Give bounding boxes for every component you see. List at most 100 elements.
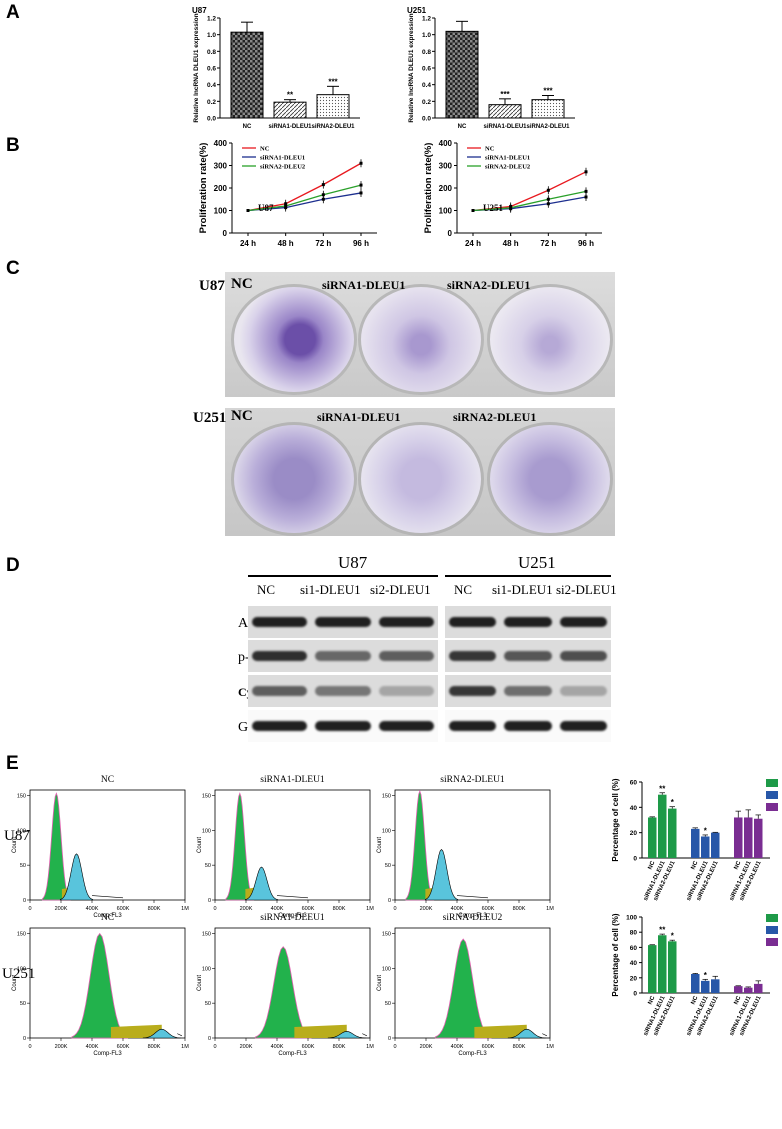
- blot-band: [559, 617, 607, 627]
- g2m-peak: [507, 1028, 546, 1039]
- x-tick-label: 96 h: [353, 239, 369, 248]
- blot-band: [504, 617, 552, 627]
- significance-mark: *: [704, 826, 708, 835]
- y-tick-label: 40: [630, 805, 638, 812]
- data-point: [246, 209, 250, 212]
- x-axis-label: Comp-FL3: [93, 913, 122, 919]
- x-tick-label: 48 h: [278, 239, 294, 248]
- y-axis-label: Count: [377, 975, 383, 991]
- legend-label: NC: [485, 146, 495, 153]
- x-axis-label: Comp-FL3: [278, 1051, 307, 1057]
- colony-well-u251-si2: [487, 422, 613, 536]
- bar: [658, 794, 667, 858]
- y-tick-label: 100: [382, 966, 391, 972]
- blot-group-line-u87: [248, 575, 438, 577]
- blot-band: [504, 721, 552, 731]
- x-tick-label: siRNA1-DLEU1: [483, 124, 527, 130]
- blot-band: [504, 686, 552, 696]
- y-tick-label: 0.2: [422, 99, 431, 106]
- g0g1-peak: [42, 792, 71, 901]
- y-axis-label: Relative lncRNA DLEU1 expression: [193, 13, 200, 122]
- y-tick-label: 50: [205, 1001, 211, 1007]
- x-tick-label: 800K: [148, 1044, 161, 1050]
- blot-band: [315, 686, 371, 696]
- blot-band: [449, 617, 497, 627]
- panel-label-d: D: [6, 555, 20, 576]
- g0g1-peak: [71, 932, 129, 1039]
- x-tick-label: 400K: [451, 1044, 464, 1050]
- y-tick-label: 20: [630, 975, 638, 982]
- blot-strip: [445, 606, 611, 638]
- legend-label: siRNA2-DLEU2: [260, 164, 305, 171]
- x-tick-label: NC: [690, 995, 699, 1006]
- y-tick-label: 50: [385, 1001, 391, 1007]
- colony-plate-image-u87: U87 NC siRNA1-DLEU1 siRNA2-DLEU1: [199, 272, 615, 397]
- y-axis-label: Relative lncRNA DLEU1 expression: [408, 13, 415, 122]
- y-tick-label: 0.8: [422, 49, 431, 56]
- y-tick-label: 200: [214, 184, 228, 193]
- y-tick-label: 100: [17, 828, 26, 834]
- bar: [648, 945, 657, 993]
- legend-swatch: [766, 938, 778, 946]
- x-tick-label: NC: [458, 124, 467, 130]
- y-tick-label: 0: [23, 1036, 26, 1042]
- flow-histogram: NC 0 200K 400K 600K 800K 1M Comp-FL3 0 50 100 150 Co…: [12, 913, 189, 1057]
- histogram-title: siRNA-DLEU2: [443, 913, 503, 923]
- y-tick-label: 1.0: [422, 32, 431, 39]
- x-tick-label: 400K: [451, 906, 464, 912]
- cell-cycle-chart-u87: Percentage of cell (%) 0204060NC**siRNA1-…: [611, 778, 778, 902]
- blot-band: [315, 617, 371, 627]
- blot-band: [378, 617, 434, 627]
- panel-b-u251-line-chart: Proliferation rate(%) 0 100 200 300 400 24 h 48…: [423, 139, 602, 248]
- bar: [488, 104, 522, 119]
- flow-histogram: siRNA1-DLEU1 0 200K 400K 600K 800K 1M Comp-FL3 0…: [197, 775, 374, 919]
- y-tick-label: 200: [439, 184, 453, 193]
- y-tick-label: 40: [630, 960, 638, 967]
- x-tick-label: 1M: [181, 906, 189, 912]
- histogram-tail: [177, 1033, 183, 1037]
- bar: [273, 101, 307, 119]
- blot-group-line-u251: [445, 575, 611, 577]
- bar: [734, 817, 743, 858]
- series-line: [247, 162, 362, 212]
- histogram-tail: [456, 895, 489, 899]
- y-tick-label: 0: [208, 1036, 211, 1042]
- g2m-peak: [424, 848, 459, 901]
- blot-strip: [445, 640, 611, 672]
- y-tick-label: 60: [630, 780, 638, 787]
- x-tick-label: 0: [28, 1044, 31, 1050]
- y-tick-label: 100: [439, 207, 453, 216]
- y-tick-label: 150: [382, 932, 391, 938]
- blot-strip: [248, 675, 438, 707]
- bar: [648, 817, 657, 858]
- y-tick-label: 100: [202, 828, 211, 834]
- x-tick-label: 0: [213, 1044, 216, 1050]
- x-axis-label: Comp-FL3: [458, 1051, 487, 1057]
- colony-label-u87-nc: NC: [231, 276, 253, 292]
- blot-strip: [248, 640, 438, 672]
- y-axis-label: Count: [197, 837, 203, 853]
- significance-mark: ***: [543, 87, 553, 96]
- colony-label-u251-nc: NC: [231, 408, 253, 424]
- row-label-u251: U251: [2, 966, 36, 982]
- y-tick-label: 0.4: [207, 82, 216, 89]
- y-tick-label: 150: [202, 794, 211, 800]
- lane-u251-si2: si2-DLEU1: [556, 582, 617, 597]
- blot-band: [559, 651, 607, 661]
- y-tick-label: 0.0: [422, 116, 431, 123]
- legend-label: NC: [260, 146, 270, 153]
- x-tick-label: 1M: [366, 906, 374, 912]
- legend-label: siRNA1-DLEU1: [485, 155, 530, 162]
- y-tick-label: 400: [439, 139, 453, 148]
- x-tick-label: NC: [733, 995, 742, 1006]
- blot-band: [315, 721, 371, 731]
- blot-band: [252, 721, 308, 731]
- y-tick-label: 80: [630, 930, 638, 937]
- blot-band: [252, 651, 308, 661]
- histogram-tail: [276, 895, 309, 899]
- x-tick-label: NC: [243, 124, 252, 130]
- panel-label-a: A: [6, 2, 20, 23]
- series-line: [247, 192, 362, 212]
- y-axis-label: Percentage of cell (%): [611, 778, 620, 861]
